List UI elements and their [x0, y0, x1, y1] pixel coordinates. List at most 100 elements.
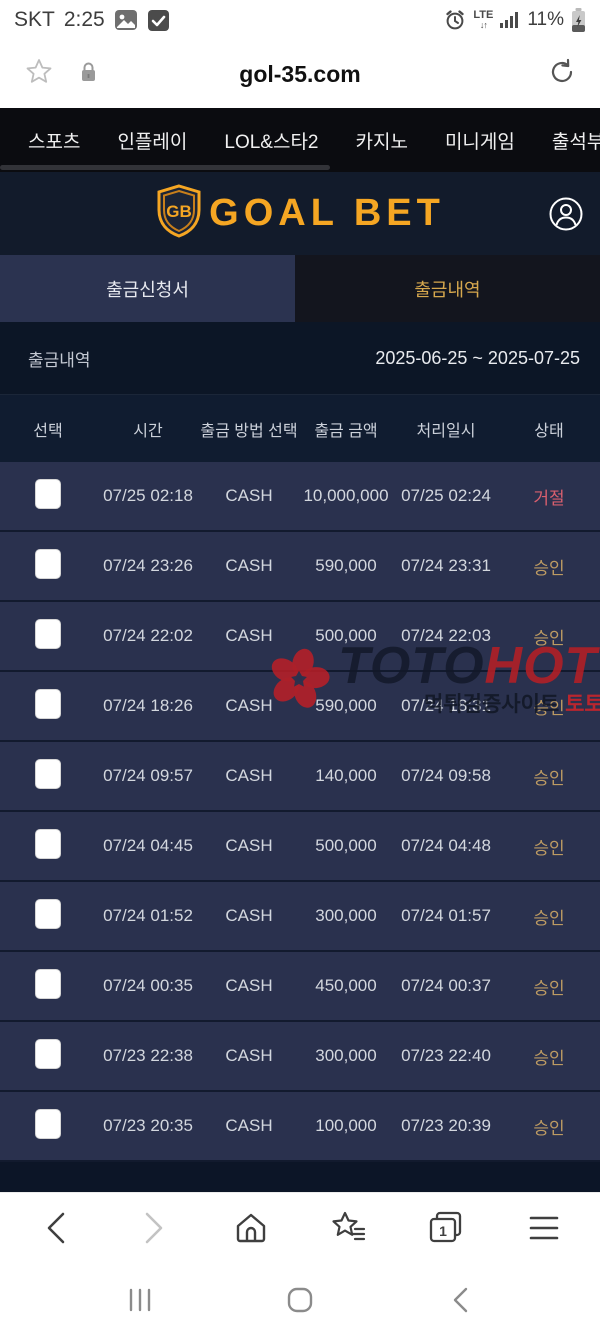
row-amount: 590,000 [315, 556, 377, 575]
forward-icon[interactable] [126, 1200, 182, 1256]
table-row: 07/24 18:26 CASH 590,000 07/24 18:31 승인 [0, 672, 600, 742]
row-status-badge: 승인 [533, 1048, 565, 1068]
logo-text: GOAL BET [209, 192, 445, 234]
battery-icon [571, 7, 586, 33]
url-field[interactable]: gol-35.com [239, 60, 361, 87]
android-nav [0, 1262, 600, 1338]
col-select: 선택 [33, 422, 63, 440]
tab-count-label: 1 [439, 1223, 447, 1239]
row-status-badge: 승인 [533, 698, 565, 718]
nav-item-casino[interactable]: 카지노 [355, 131, 408, 153]
table-row: 07/25 02:18 CASH 10,000,000 07/25 02:24 … [0, 462, 600, 532]
row-checkbox[interactable] [35, 618, 61, 649]
refresh-icon[interactable] [548, 58, 576, 90]
nav-item-attendance[interactable]: 출석부 [551, 131, 600, 153]
row-checkbox[interactable] [35, 478, 61, 509]
site-header: GB GOAL BET [0, 172, 600, 255]
account-icon[interactable] [548, 196, 584, 232]
withdraw-tabs: 출금신청서 출금내역 [0, 255, 600, 322]
row-processed: 07/23 20:39 [401, 1116, 491, 1135]
picture-icon [114, 9, 138, 31]
carrier-label: SKT [14, 8, 55, 31]
row-checkbox[interactable] [35, 968, 61, 999]
row-amount: 500,000 [315, 836, 377, 855]
shield-logo-icon: GB [155, 184, 203, 243]
table-row: 07/24 22:02 CASH 500,000 07/24 22:03 승인 [0, 602, 600, 672]
row-status-badge: 승인 [533, 978, 565, 998]
recents-icon[interactable] [110, 1270, 170, 1330]
site-logo[interactable]: GB GOAL BET [155, 184, 445, 243]
table-header: 선택 시간 출금 방법 선택 출금 금액 처리일시 상태 [0, 395, 600, 462]
back-icon[interactable] [28, 1200, 84, 1256]
section-bar: 출금내역 2025-06-25 ~ 2025-07-25 [0, 322, 600, 395]
row-time: 07/24 01:52 [103, 906, 193, 925]
row-amount: 300,000 [315, 1046, 377, 1065]
row-status-badge: 승인 [533, 838, 565, 858]
lte-icon: LTE ↓↑ [473, 9, 494, 30]
table-row: 07/24 23:26 CASH 590,000 07/24 23:31 승인 [0, 532, 600, 602]
row-time: 07/23 22:38 [103, 1046, 193, 1065]
lock-icon[interactable] [80, 61, 97, 88]
home-icon[interactable] [223, 1200, 279, 1256]
row-status-badge: 승인 [533, 628, 565, 648]
row-checkbox[interactable] [35, 688, 61, 719]
table-row: 07/23 22:38 CASH 300,000 07/23 22:40 승인 [0, 1022, 600, 1092]
menu-icon[interactable] [516, 1200, 572, 1256]
favorite-star-icon[interactable] [24, 57, 54, 92]
android-back-icon[interactable] [430, 1270, 490, 1330]
row-amount: 590,000 [315, 696, 377, 715]
row-method: CASH [225, 556, 273, 575]
table-row: 07/24 09:57 CASH 140,000 07/24 09:58 승인 [0, 742, 600, 812]
nav-scrollbar[interactable] [0, 165, 330, 170]
section-title: 출금내역 [28, 350, 91, 370]
nav-item-minigame[interactable]: 미니게임 [444, 131, 515, 153]
row-processed: 07/24 04:48 [401, 836, 491, 855]
row-checkbox[interactable] [35, 828, 61, 859]
bookmarks-icon[interactable] [321, 1200, 377, 1256]
row-time: 07/24 00:35 [103, 976, 193, 995]
tab-withdraw-request[interactable]: 출금신청서 [0, 255, 295, 322]
status-bar: SKT 2:25 LTE ↓↑ 11% [0, 0, 600, 40]
row-processed: 07/23 22:40 [401, 1046, 491, 1065]
nav-item-lol-star2[interactable]: LOL&스타2 [224, 131, 319, 153]
checkbox-badge-icon [147, 9, 170, 32]
col-status: 상태 [534, 422, 564, 440]
tabs-icon[interactable]: 1 [418, 1200, 474, 1256]
row-amount: 450,000 [315, 976, 377, 995]
row-status-badge: 거절 [533, 488, 565, 508]
row-amount: 500,000 [315, 626, 377, 645]
row-status-badge: 승인 [533, 768, 565, 788]
android-home-icon[interactable] [270, 1270, 330, 1330]
row-method: CASH [225, 1116, 273, 1135]
row-time: 07/24 18:26 [103, 696, 193, 715]
row-method: CASH [225, 486, 273, 505]
row-time: 07/24 23:26 [103, 556, 193, 575]
alarm-icon [444, 9, 466, 31]
row-checkbox[interactable] [35, 1108, 61, 1139]
row-checkbox[interactable] [35, 1038, 61, 1069]
content-bottom-strip [0, 1162, 600, 1192]
row-method: CASH [225, 626, 273, 645]
row-processed: 07/24 01:57 [401, 906, 491, 925]
site-nav: 스포츠 인플레이 LOL&스타2 카지노 미니게임 출석부 이벤트 [0, 108, 600, 172]
row-amount: 10,000,000 [303, 486, 389, 505]
row-time: 07/23 20:35 [103, 1116, 193, 1135]
row-processed: 07/24 23:31 [401, 556, 491, 575]
row-time: 07/24 22:02 [103, 626, 193, 645]
browser-toolbar: 1 [0, 1192, 600, 1262]
row-status-badge: 승인 [533, 1118, 565, 1138]
nav-item-sports[interactable]: 스포츠 [28, 131, 81, 153]
tab-withdraw-history[interactable]: 출금내역 [295, 255, 600, 322]
address-bar: gol-35.com [0, 40, 600, 108]
row-processed: 07/24 00:37 [401, 976, 491, 995]
row-processed: 07/25 02:24 [401, 486, 491, 505]
col-method: 출금 방법 선택 [200, 422, 298, 440]
date-range[interactable]: 2025-06-25 ~ 2025-07-25 [375, 347, 580, 368]
table-row: 07/24 01:52 CASH 300,000 07/24 01:57 승인 [0, 882, 600, 952]
row-processed: 07/24 22:03 [401, 626, 491, 645]
row-checkbox[interactable] [35, 548, 61, 579]
row-method: CASH [225, 976, 273, 995]
row-checkbox[interactable] [35, 898, 61, 929]
row-checkbox[interactable] [35, 758, 61, 789]
nav-item-inplay[interactable]: 인플레이 [117, 131, 188, 153]
